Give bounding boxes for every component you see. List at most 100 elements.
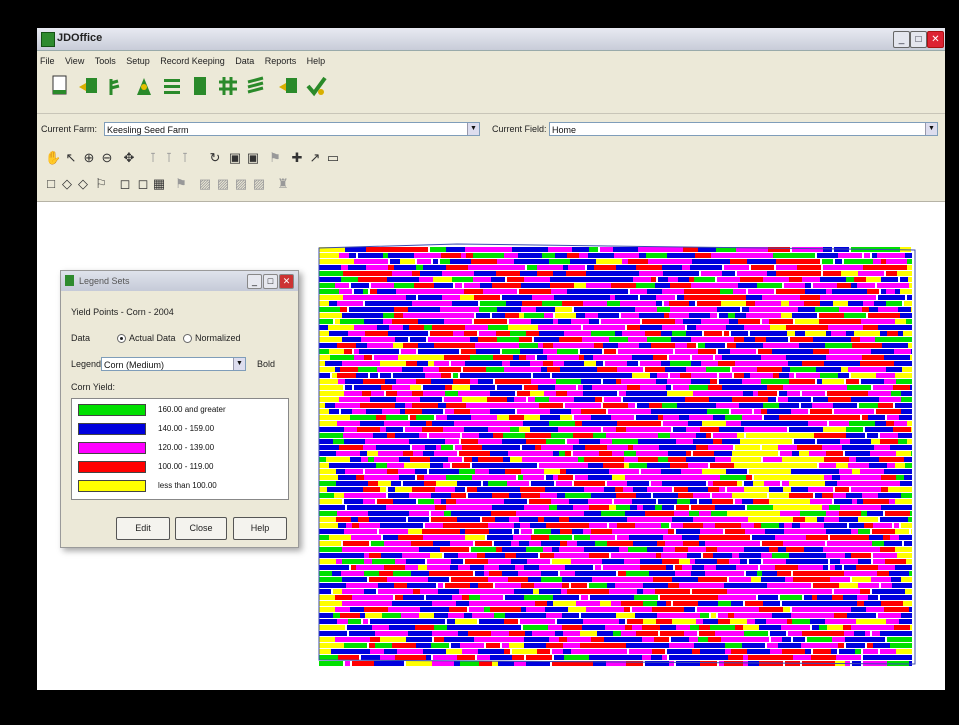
crop-icon[interactable] — [133, 75, 155, 97]
edit-button[interactable]: Edit — [116, 517, 170, 540]
yield-point — [761, 355, 786, 360]
yield-point — [690, 499, 697, 504]
close-dialog-button[interactable]: Close — [175, 517, 227, 540]
draw-flag-icon[interactable]: ⚐ — [95, 176, 107, 191]
yield-point — [817, 595, 832, 600]
current-field-select[interactable]: Home ▼ — [549, 122, 938, 136]
select-region-icon[interactable]: ▦ — [152, 176, 166, 191]
dialog-close-icon[interactable]: ✕ — [279, 274, 294, 289]
menu-view[interactable]: View — [64, 56, 85, 66]
select-area-icon[interactable]: ◻ — [137, 176, 149, 191]
help-button[interactable]: Help — [233, 517, 287, 540]
dialog-maximize-button[interactable]: □ — [263, 274, 278, 289]
crosshair-icon[interactable]: ✚ — [291, 150, 303, 165]
legend-select[interactable]: Corn (Medium) ▼ — [101, 357, 246, 371]
seed-icon[interactable] — [105, 75, 127, 97]
yield-point — [639, 517, 661, 522]
pan-hand-icon[interactable]: ✋ — [45, 150, 62, 165]
measure-area-icon[interactable]: ⊺ — [165, 150, 173, 165]
legend-swatch[interactable] — [78, 442, 146, 454]
minimize-button[interactable]: _ — [893, 31, 910, 48]
actual-data-radio[interactable] — [117, 334, 126, 343]
export-icon[interactable] — [277, 75, 299, 97]
yield-point — [536, 307, 555, 312]
maximize-button[interactable]: □ — [910, 31, 927, 48]
chevron-down-icon[interactable]: ▼ — [233, 358, 245, 370]
draw-polygon-icon[interactable]: ◇ — [62, 176, 72, 191]
menu-reports[interactable]: Reports — [264, 56, 297, 66]
import-icon[interactable] — [77, 75, 99, 97]
menu-setup[interactable]: Setup — [126, 56, 150, 66]
yield-point — [538, 325, 556, 330]
edit-area-icon[interactable]: ▨ — [252, 176, 266, 191]
yield-point — [812, 559, 828, 564]
draw-line-icon[interactable]: ↗ — [309, 150, 321, 165]
yield-point — [572, 343, 594, 348]
yield-map[interactable] — [37, 202, 945, 690]
yield-point — [844, 631, 854, 636]
yield-point — [678, 493, 693, 498]
yield-point — [319, 601, 342, 606]
ruler-icon[interactable]: ▭ — [326, 150, 340, 165]
stamp-icon[interactable]: ♜ — [277, 176, 289, 191]
legend-swatch[interactable] — [78, 423, 146, 435]
normalized-radio[interactable] — [183, 334, 192, 343]
measure-distance-icon[interactable]: ⊺ — [181, 150, 189, 165]
yield-point — [461, 253, 466, 258]
yield-point — [746, 571, 757, 576]
layer-icon[interactable]: ▣ — [228, 150, 242, 165]
yield-point — [719, 313, 728, 318]
yield-point — [451, 511, 470, 516]
yield-point — [370, 619, 391, 624]
dialog-minimize-button[interactable]: _ — [247, 274, 262, 289]
report-icon[interactable] — [189, 75, 211, 97]
rotate-icon[interactable]: ↻ — [209, 150, 221, 165]
yield-point — [319, 367, 335, 372]
yield-point — [502, 643, 509, 648]
legend-select-value: Corn (Medium) — [104, 360, 165, 370]
menu-data[interactable]: Data — [235, 56, 255, 66]
yield-point — [786, 547, 804, 552]
close-button[interactable]: ✕ — [927, 31, 944, 48]
yield-point — [799, 457, 824, 462]
edit-shape-icon[interactable]: ▨ — [198, 176, 212, 191]
chevron-down-icon[interactable]: ▼ — [467, 123, 479, 135]
chevron-down-icon[interactable]: ▼ — [925, 123, 937, 135]
flag-icon[interactable]: ⚑ — [269, 150, 281, 165]
yield-point — [614, 253, 639, 258]
marker-icon[interactable]: ⚑ — [175, 176, 187, 191]
check-icon[interactable] — [305, 75, 327, 97]
edit-point-icon[interactable]: ▨ — [216, 176, 230, 191]
legend-swatch[interactable] — [78, 461, 146, 473]
edit-line-icon[interactable]: ▨ — [234, 176, 248, 191]
yield-point — [767, 409, 773, 414]
legend-swatch[interactable] — [78, 480, 146, 492]
new-document-icon[interactable] — [49, 75, 71, 97]
yield-point — [649, 403, 662, 408]
grid-icon[interactable] — [217, 75, 239, 97]
menu-tools[interactable]: Tools — [94, 56, 116, 66]
stack-icon[interactable] — [245, 75, 267, 97]
yield-point — [661, 553, 687, 558]
move-icon[interactable]: ✥ — [123, 150, 135, 165]
select-box-icon[interactable]: ◻ — [119, 176, 131, 191]
menu-record-keeping[interactable]: Record Keeping — [160, 56, 225, 66]
measure-icon[interactable]: ⊺ — [149, 150, 157, 165]
zoom-out-icon[interactable]: ⊖ — [101, 150, 113, 165]
draw-rectangle-icon[interactable]: □ — [47, 176, 55, 191]
yield-point — [370, 649, 384, 654]
current-farm-select[interactable]: Keesling Seed Farm ▼ — [104, 122, 480, 136]
layer-edit-icon[interactable]: ▣ — [246, 150, 260, 165]
yield-point — [693, 493, 710, 498]
menu-file[interactable]: File — [40, 56, 55, 66]
draw-diamond-icon[interactable]: ◇ — [78, 176, 88, 191]
menu-help[interactable]: Help — [306, 56, 326, 66]
pointer-icon[interactable]: ↖ — [65, 150, 77, 165]
yield-point — [512, 655, 524, 660]
yield-point — [319, 529, 344, 534]
legend-swatch[interactable] — [78, 404, 146, 416]
zoom-in-icon[interactable]: ⊕ — [83, 150, 95, 165]
yield-point — [825, 343, 845, 348]
list-icon[interactable] — [161, 75, 183, 97]
yield-point — [479, 661, 492, 666]
